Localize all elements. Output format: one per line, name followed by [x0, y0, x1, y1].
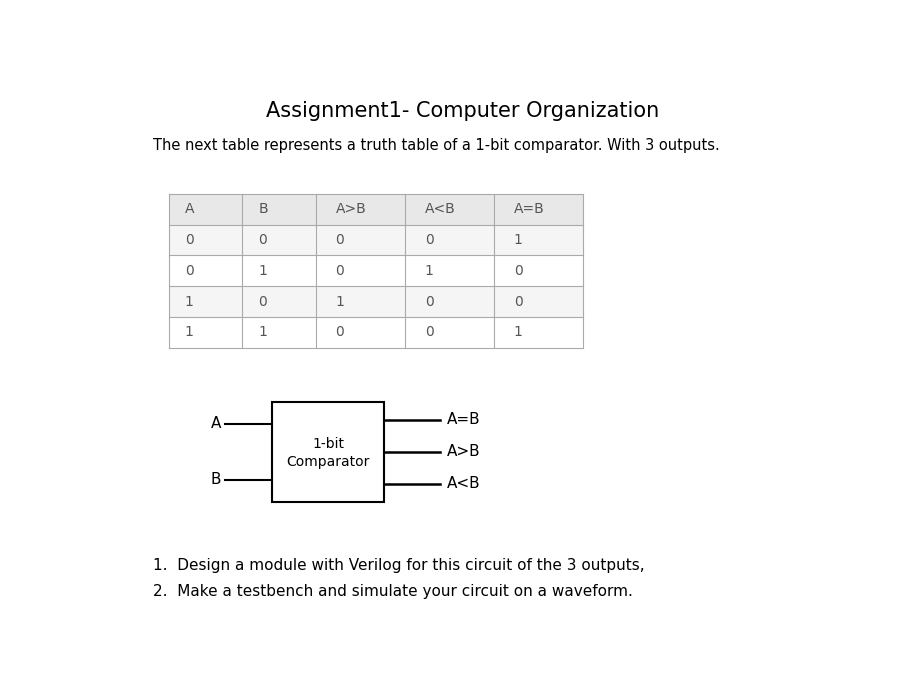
Text: B: B: [258, 202, 268, 216]
Text: 0: 0: [513, 264, 522, 278]
Text: 0: 0: [513, 295, 522, 309]
Bar: [169, 194, 583, 225]
Text: 0: 0: [185, 264, 193, 278]
Text: 1: 1: [258, 264, 267, 278]
Text: The next table represents a truth table of a 1-bit comparator. With 3 outputs.: The next table represents a truth table …: [153, 138, 719, 153]
Text: B: B: [210, 473, 221, 487]
Text: 0: 0: [424, 233, 433, 247]
Bar: [169, 225, 583, 255]
Bar: [169, 255, 583, 286]
Text: A=B: A=B: [513, 202, 544, 216]
Text: 0: 0: [258, 233, 267, 247]
Text: 1.  Design a module with Verilog for this circuit of the 3 outputs,: 1. Design a module with Verilog for this…: [153, 558, 644, 573]
Text: A=B: A=B: [446, 413, 480, 427]
Text: 1: 1: [185, 325, 194, 339]
Text: 1: 1: [513, 233, 522, 247]
Text: 1: 1: [424, 264, 433, 278]
Bar: [272, 402, 383, 502]
Bar: [169, 286, 583, 317]
Text: 1: 1: [258, 325, 267, 339]
Text: 0: 0: [185, 233, 193, 247]
Text: 2.  Make a testbench and simulate your circuit on a waveform.: 2. Make a testbench and simulate your ci…: [153, 584, 632, 600]
Bar: [169, 317, 583, 348]
Text: 1: 1: [185, 295, 194, 309]
Text: Comparator: Comparator: [286, 455, 369, 469]
Text: A: A: [185, 202, 194, 216]
Text: 0: 0: [336, 264, 344, 278]
Text: Assignment1- Computer Organization: Assignment1- Computer Organization: [266, 101, 658, 121]
Text: 0: 0: [424, 295, 433, 309]
Text: A: A: [210, 416, 221, 431]
Text: A>B: A>B: [446, 445, 480, 459]
Text: 0: 0: [336, 233, 344, 247]
Text: A<B: A<B: [424, 202, 455, 216]
Text: 0: 0: [258, 295, 267, 309]
Text: 1: 1: [513, 325, 522, 339]
Text: A<B: A<B: [446, 476, 480, 491]
Text: 1-bit: 1-bit: [311, 437, 344, 451]
Text: 1: 1: [336, 295, 344, 309]
Text: 0: 0: [424, 325, 433, 339]
Text: A>B: A>B: [336, 202, 366, 216]
Text: 0: 0: [336, 325, 344, 339]
